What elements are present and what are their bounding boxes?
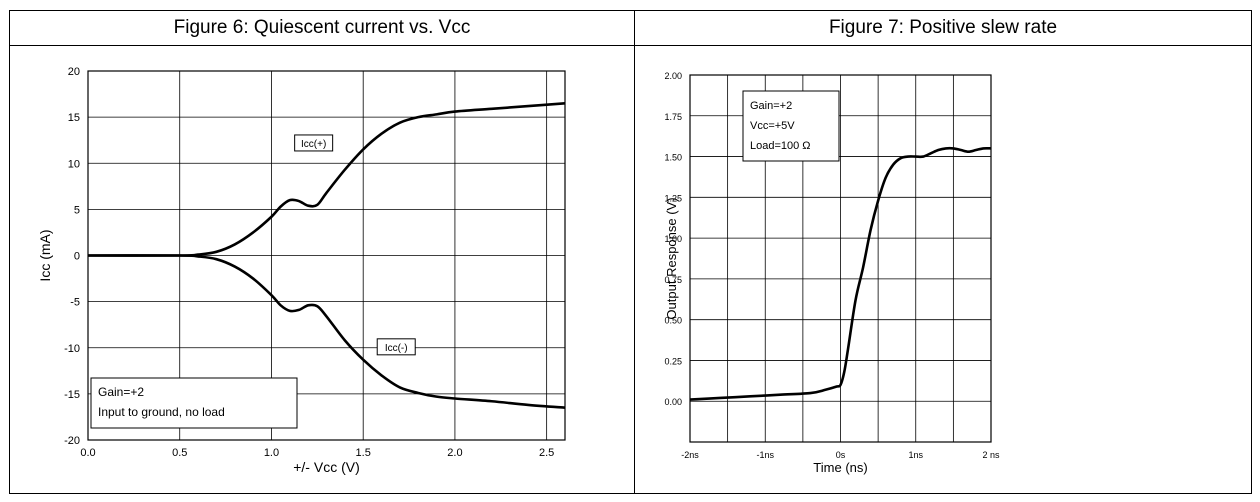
title-separator — [9, 45, 1252, 46]
x-tick-label: 1.0 — [264, 447, 279, 459]
y-tick-label: 0 — [74, 251, 80, 263]
y-tick-label: 0.00 — [664, 397, 682, 407]
annotation-label: Icc(+) — [301, 139, 326, 150]
y-tick-label: -15 — [64, 389, 80, 401]
x-tick-label: 0.5 — [172, 447, 187, 459]
x-tick-label: 2.0 — [447, 447, 462, 459]
annotation-label: Icc(-) — [385, 343, 408, 354]
x-tick-label: 0.0 — [80, 447, 95, 459]
y-tick-label: -20 — [64, 435, 80, 447]
x-tick-label: 2 ns — [982, 450, 1000, 460]
figure-7-title: Figure 7: Positive slew rate — [828, 17, 1058, 38]
y-tick-label: 1.50 — [664, 153, 682, 163]
y-tick-label: 0.25 — [664, 356, 682, 366]
y-tick-label: 0.75 — [664, 275, 682, 285]
y-tick-label: 2.00 — [664, 71, 682, 81]
figure-frame — [9, 10, 1252, 494]
y-axis-label: Icc (mA) — [37, 229, 53, 281]
y-tick-label: 1.00 — [664, 234, 682, 244]
y-tick-label: 0.50 — [664, 316, 682, 326]
annotation-box — [294, 134, 334, 152]
series-line-1 — [87, 101, 566, 257]
conditions-line: Vcc=+5V — [750, 120, 795, 132]
x-tick-label: 2.5 — [539, 447, 554, 459]
figure-6-chart: 0.0 0.5 1.0 1.5 2.0 2.5 -20 -15 -10 -5 0 5 10 15 20 +/-… — [37, 66, 566, 475]
x-tick-label: 1.5 — [356, 447, 371, 459]
conditions-line: Gain=+2 — [98, 385, 144, 399]
figure-7-chart: -2ns -1ns 0s 1ns 2 ns 0.00 0.25 0.50 0.75 1.00 1.2… — [664, 71, 1000, 475]
series-line-1 — [689, 146, 992, 401]
y-tick-label: 20 — [68, 66, 80, 78]
series-line-2 — [87, 254, 566, 410]
y-tick-label: 1.25 — [664, 193, 682, 203]
x-tick-label: 0s — [836, 450, 846, 460]
x-axis-label: Time (ns) — [813, 460, 867, 475]
x-tick-label: 1ns — [908, 450, 923, 460]
conditions-line: Load=100 Ω — [750, 140, 811, 152]
plot-area-border — [689, 74, 992, 443]
conditions-box — [90, 377, 298, 429]
x-tick-label: -1ns — [756, 450, 774, 460]
x-axis-label: +/- Vcc (V) — [293, 459, 360, 475]
y-axis-label: Output Response (V) — [664, 197, 679, 319]
y-tick-label: 1.75 — [664, 112, 682, 122]
y-tick-label: 15 — [68, 112, 80, 124]
y-tick-label: -10 — [64, 343, 80, 355]
conditions-line: Input to ground, no load — [98, 405, 225, 419]
y-tick-label: 5 — [74, 204, 80, 216]
panel-divider — [634, 10, 635, 494]
figure-6-title: Figure 6: Quiescent current vs. Vcc — [173, 17, 471, 38]
y-tick-label: 10 — [68, 158, 80, 170]
annotation-box — [376, 338, 416, 356]
conditions-box — [742, 90, 840, 162]
x-tick-label: -2ns — [681, 450, 699, 460]
conditions-line: Gain=+2 — [750, 100, 792, 112]
y-tick-label: -5 — [70, 297, 80, 309]
